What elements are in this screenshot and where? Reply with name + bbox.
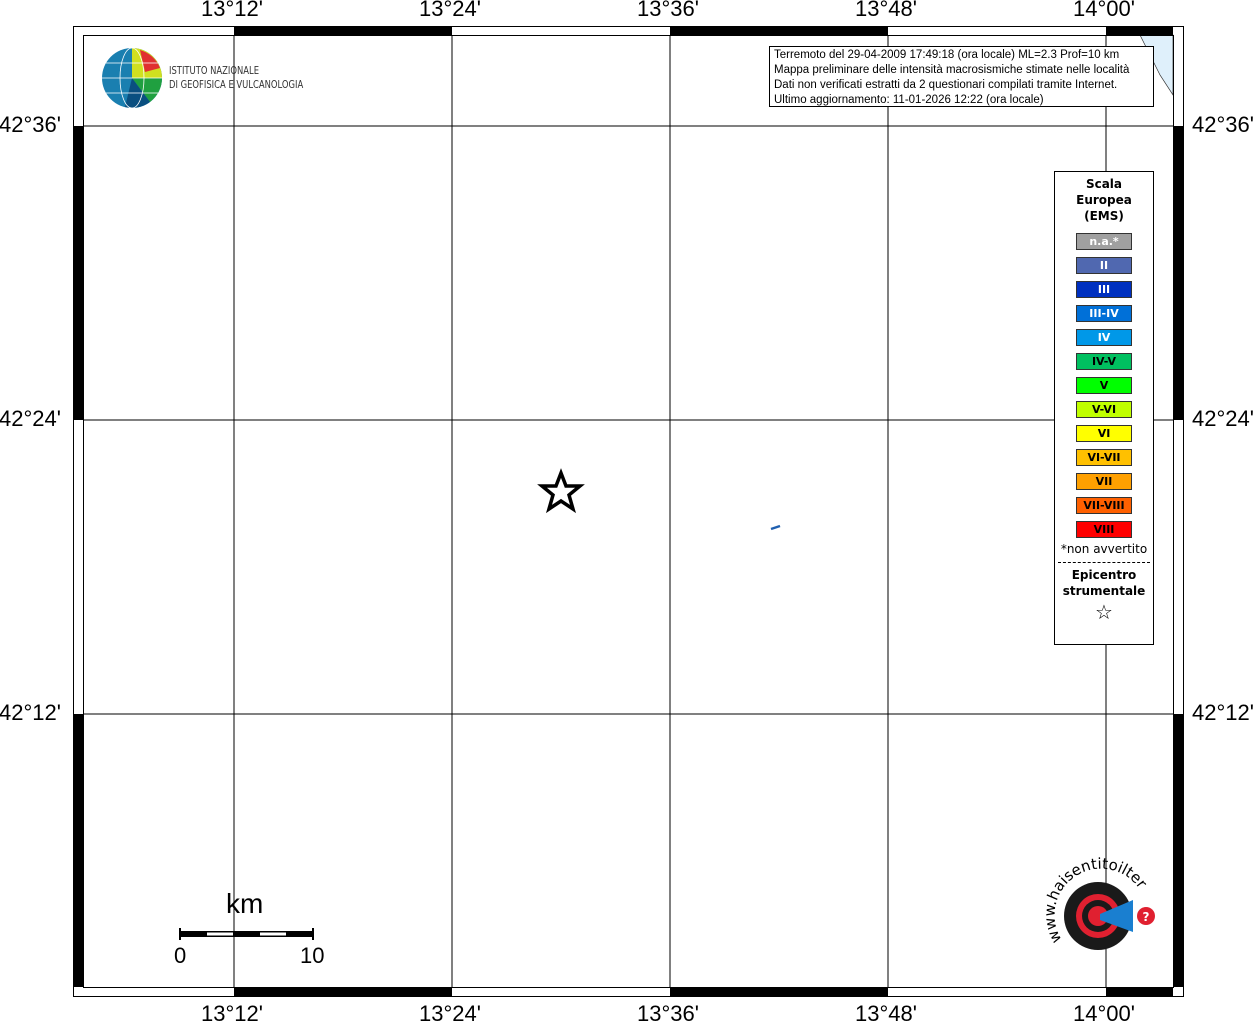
epicenter-label: strumentale	[1062, 584, 1146, 598]
legend-swatch: VII-VIII	[1076, 497, 1132, 514]
ems-legend: Scala Europea (EMS) n.a.* II III III-IV IV IV…	[1054, 171, 1154, 645]
scalebar-max: 10	[300, 943, 325, 968]
svg-text:www.haisentitoilterremoto.it: www.haisentitoilterremoto.it	[0, 0, 1151, 946]
map-frame	[73, 26, 1184, 997]
svg-text:?: ?	[1143, 910, 1150, 924]
ingv-logo-text: ISTITUTO NAZIONALE DI GEOFISICA E VULCAN…	[169, 64, 303, 92]
legend-swatch: V-VI	[1076, 401, 1132, 418]
legend-swatch: IV	[1076, 329, 1132, 346]
info-line: Mappa preliminare delle intensità macros…	[774, 64, 1130, 76]
lat-tick-left: 42°36'	[0, 112, 61, 137]
legend-swatch: V	[1076, 377, 1132, 394]
lat-tick-right: 42°24'	[1192, 406, 1254, 431]
lon-tick-top: 13°48'	[855, 0, 917, 21]
logo-line: DI GEOFISICA E VULCANOLOGIA	[169, 79, 304, 91]
info-line: Ultimo aggiornamento: 11-01-2026 12:22 (…	[774, 94, 1044, 106]
lon-tick-bottom: 13°24'	[419, 1001, 481, 1024]
lon-tick-top: 13°24'	[419, 0, 481, 21]
legend-title: Europea	[1076, 193, 1132, 207]
legend-swatch: III-IV	[1076, 305, 1132, 322]
lon-tick-bottom: 13°12'	[201, 1001, 263, 1024]
legend-swatch: VIII	[1076, 521, 1132, 538]
logo-line: ISTITUTO NAZIONALE	[169, 65, 260, 77]
lon-tick-top: 13°12'	[201, 0, 263, 21]
observation-mark	[770, 524, 781, 531]
legend-swatch: n.a.*	[1076, 233, 1132, 250]
lat-tick-left: 42°12'	[0, 700, 61, 725]
info-line: Terremoto del 29-04-2009 17:49:18 (ora l…	[774, 49, 1120, 61]
epicenter-star-icon	[537, 468, 585, 514]
legend-swatch: IV-V	[1076, 353, 1132, 370]
lon-tick-top: 14°00'	[1073, 0, 1135, 21]
ingv-globe-icon	[102, 47, 162, 109]
info-line: Dati non verificati estratti da 2 questi…	[774, 79, 1118, 91]
lon-tick-bottom: 13°48'	[855, 1001, 917, 1024]
lon-tick-top: 13°36'	[637, 0, 699, 21]
lat-tick-left: 42°24'	[0, 406, 61, 431]
scalebar-min: 0	[174, 943, 187, 968]
event-info-box: Terremoto del 29-04-2009 17:49:18 (ora l…	[769, 46, 1154, 107]
legend-swatch: VII	[1076, 473, 1132, 490]
hsit-logo: ? www.haisentitoilterremoto.it	[0, 0, 1155, 950]
lon-tick-bottom: 13°36'	[637, 1001, 699, 1024]
legend-note: *non avvertito	[1058, 542, 1150, 563]
legend-swatch: VI	[1076, 425, 1132, 442]
legend-swatch: III	[1076, 281, 1132, 298]
scalebar-unit: km	[226, 888, 264, 919]
legend-title: Scala	[1085, 177, 1123, 191]
legend-swatches: n.a.* II III III-IV IV IV-V V V-VI VI VI-VII VII VI…	[1055, 233, 1153, 538]
lat-tick-right: 42°36'	[1192, 112, 1254, 137]
legend-swatch: II	[1076, 257, 1132, 274]
lat-tick-right: 42°12'	[1192, 700, 1254, 725]
scalebar	[179, 928, 314, 940]
legend-title: (EMS)	[1084, 209, 1124, 223]
lon-tick-bottom: 14°00'	[1073, 1001, 1135, 1024]
legend-star-icon: ☆	[1095, 600, 1113, 624]
epicenter-label: Epicentro	[1071, 568, 1137, 582]
legend-swatch: VI-VII	[1076, 449, 1132, 466]
graticule	[83, 35, 1173, 987]
